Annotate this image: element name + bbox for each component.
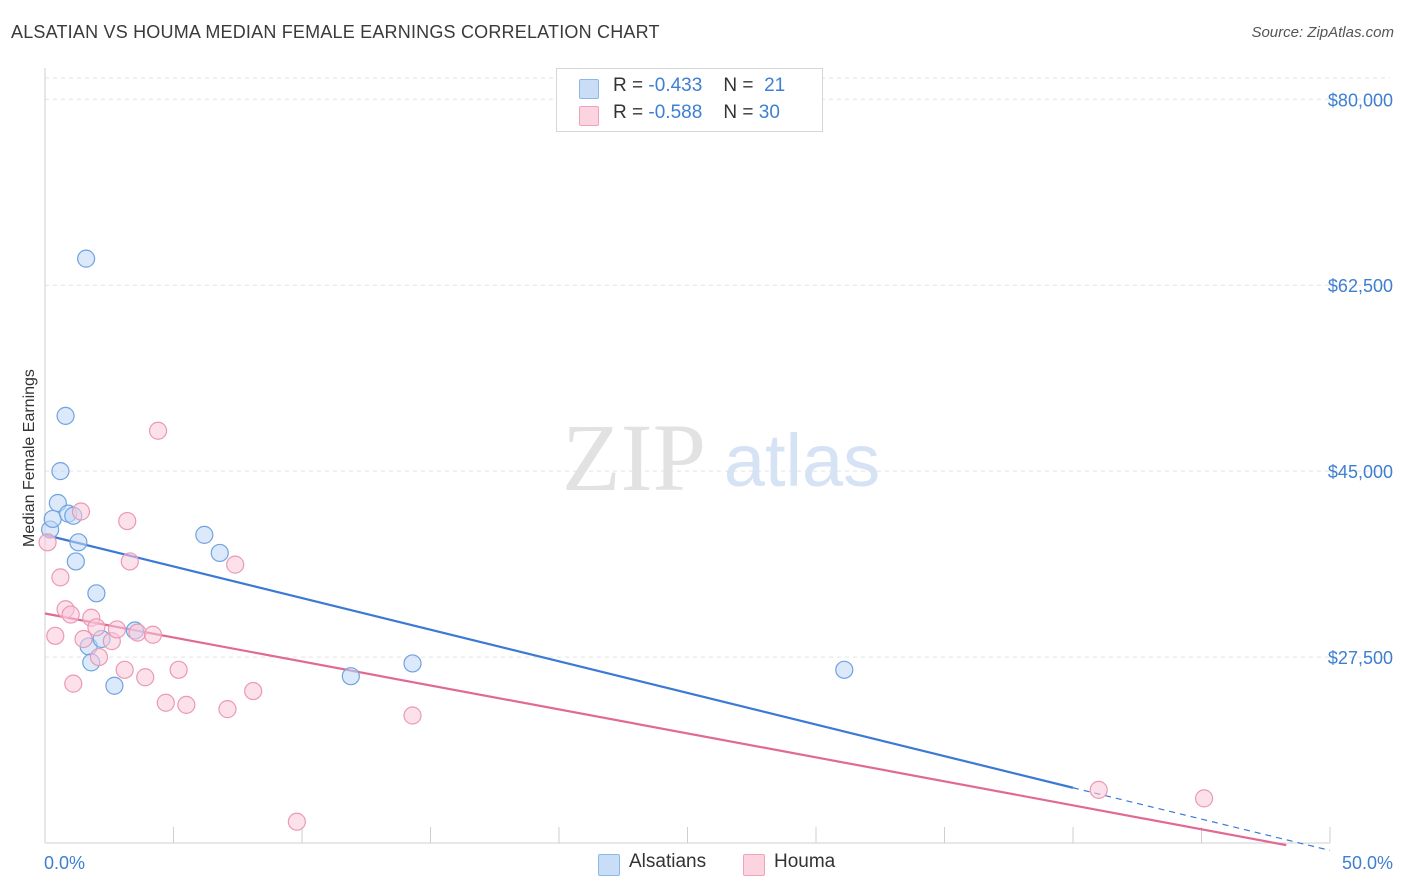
trend-line-houma bbox=[44, 612, 1287, 847]
point-houma bbox=[64, 674, 83, 693]
y-tick-label: $45,000 bbox=[1328, 462, 1393, 482]
trend-line-alsatians bbox=[44, 533, 1074, 789]
legend-n-label: N = bbox=[723, 102, 754, 123]
point-houma bbox=[177, 695, 196, 714]
point-alsatians bbox=[210, 543, 229, 563]
point-houma bbox=[218, 700, 237, 719]
point-alsatians bbox=[56, 406, 75, 425]
watermark-zip: ZIP bbox=[562, 404, 706, 511]
trend-extension-alsatians bbox=[1072, 787, 1331, 852]
bottom-label-alsatians: Alsatians bbox=[629, 851, 707, 872]
point-houma bbox=[74, 629, 93, 649]
point-houma bbox=[128, 623, 147, 642]
point-alsatians bbox=[77, 249, 96, 268]
point-houma bbox=[89, 647, 109, 667]
y-tick-label: $80,000 bbox=[1328, 90, 1393, 110]
tick-labels: $80,000 $62,500 $45,000 $27,500 0.0% 50.0% bbox=[44, 90, 1393, 873]
bottom-label-houma: Houma bbox=[774, 851, 836, 872]
point-alsatians bbox=[51, 462, 70, 481]
watermark-atlas: atlas bbox=[724, 419, 880, 502]
legend-n-label: N = bbox=[723, 75, 754, 96]
point-houma bbox=[120, 552, 139, 571]
legend-r-label: R = bbox=[613, 102, 644, 123]
point-alsatians bbox=[105, 676, 124, 695]
legend-n-value: 21 bbox=[764, 75, 786, 96]
axes bbox=[44, 68, 1331, 844]
point-houma bbox=[51, 568, 70, 587]
point-houma bbox=[136, 668, 155, 687]
legend-r-label: R = bbox=[613, 75, 644, 96]
point-houma bbox=[38, 533, 57, 552]
watermark: ZIP atlas bbox=[562, 404, 880, 511]
point-houma bbox=[403, 706, 422, 725]
point-houma bbox=[107, 620, 127, 639]
point-alsatians bbox=[835, 660, 854, 679]
x-tick-label-max: 50.0% bbox=[1342, 853, 1393, 873]
point-houma bbox=[156, 693, 175, 712]
data-points bbox=[38, 249, 1214, 831]
source-credit: Source: ZipAtlas.com bbox=[1251, 24, 1394, 41]
point-houma bbox=[169, 660, 188, 679]
point-houma bbox=[46, 626, 65, 645]
point-alsatians bbox=[43, 509, 62, 529]
trend-lines bbox=[44, 533, 1331, 852]
legend-swatch-houma bbox=[579, 106, 599, 126]
point-houma bbox=[148, 421, 168, 440]
point-houma bbox=[287, 812, 306, 831]
legend-swatch-alsatians bbox=[579, 79, 599, 99]
point-houma bbox=[244, 681, 263, 701]
point-alsatians bbox=[69, 533, 88, 552]
point-alsatians bbox=[87, 584, 106, 603]
y-tick-label: $27,500 bbox=[1328, 648, 1393, 668]
point-houma bbox=[115, 660, 134, 679]
point-houma bbox=[71, 502, 91, 521]
point-houma bbox=[226, 555, 245, 574]
point-alsatians bbox=[403, 654, 422, 673]
x-tick-label-min: 0.0% bbox=[44, 853, 85, 873]
point-houma bbox=[87, 618, 106, 637]
point-alsatians bbox=[195, 525, 214, 544]
point-houma bbox=[118, 511, 137, 531]
bottom-swatch-alsatians bbox=[598, 854, 620, 876]
legend-n-value: 30 bbox=[758, 102, 780, 123]
legend-r-value: -0.433 bbox=[648, 75, 703, 96]
point-alsatians bbox=[341, 667, 360, 686]
point-houma bbox=[143, 625, 163, 644]
point-alsatians bbox=[66, 552, 85, 571]
chart-title: ALSATIAN VS HOUMA MEDIAN FEMALE EARNINGS… bbox=[11, 22, 660, 42]
point-houma bbox=[1194, 789, 1214, 808]
y-tick-label: $62,500 bbox=[1328, 276, 1393, 296]
correlation-legend: R = -0.433 N = 21 R = -0.588 N = 30 bbox=[556, 68, 823, 132]
bottom-swatch-houma bbox=[743, 854, 765, 876]
point-houma bbox=[61, 605, 80, 624]
point-houma bbox=[1089, 780, 1108, 799]
gridlines bbox=[45, 77, 1390, 658]
legend-r-value: -0.588 bbox=[648, 102, 703, 123]
